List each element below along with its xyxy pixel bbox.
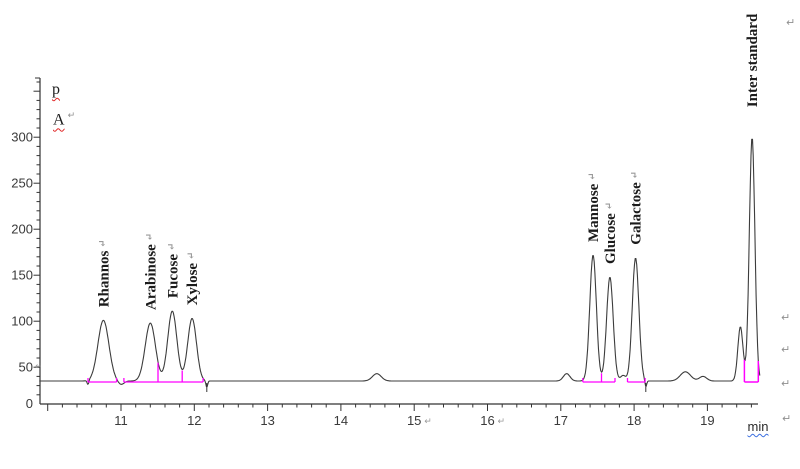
x-axis-unit-label: min bbox=[747, 419, 769, 434]
x-tick-label: 18 bbox=[627, 413, 641, 428]
return-mark-icon: ↵ bbox=[35, 361, 43, 371]
signal-trace bbox=[39, 138, 761, 388]
return-mark-icon: ↵ bbox=[97, 239, 108, 247]
return-mark-icon: ↵ bbox=[786, 16, 796, 29]
peak-label-rhannos: Rhannos↵ bbox=[96, 239, 112, 307]
y-tick-label: 50 bbox=[19, 360, 33, 375]
return-mark-icon: ↵ bbox=[144, 233, 155, 241]
x-tick-label: 11 bbox=[114, 413, 128, 428]
peak-label-fucose: Fucose↵ bbox=[165, 243, 181, 299]
return-mark-icon: ↵ bbox=[498, 416, 506, 426]
x-tick-label: 16 bbox=[480, 413, 494, 428]
peak-label-galactose: Galactose↵ bbox=[629, 171, 645, 245]
x-tick-label: 17 bbox=[554, 413, 568, 428]
peak-label-xylose: Xylose↵ bbox=[185, 252, 201, 306]
peak-label-mannose: Mannose↵ bbox=[586, 172, 602, 242]
return-mark-icon: ↵ bbox=[781, 311, 791, 324]
x-tick-label: 12 bbox=[187, 413, 201, 428]
return-mark-icon: ↵ bbox=[186, 252, 197, 260]
peak-label-inter-standard: Inter standard bbox=[745, 13, 761, 107]
x-tick-label: 15 bbox=[407, 413, 421, 428]
return-mark-icon: ↵ bbox=[587, 172, 598, 180]
y-tick-label: 250 bbox=[11, 176, 33, 191]
y-tick-label: 200 bbox=[11, 222, 33, 237]
y-tick-label: 0 bbox=[26, 396, 33, 411]
x-tick-label: 13 bbox=[260, 413, 274, 428]
return-mark-icon: ↵ bbox=[67, 111, 76, 121]
y-tick-label: 150 bbox=[11, 268, 33, 283]
y-axis-unit-p: p bbox=[52, 82, 60, 98]
return-mark-icon: ↵ bbox=[604, 202, 615, 210]
y-tick-label: 100 bbox=[11, 314, 33, 329]
y-axis-unit-a: A ↵ bbox=[53, 112, 75, 128]
y-tick-label: 300 bbox=[11, 130, 33, 145]
return-mark-icon: ↵ bbox=[166, 243, 177, 251]
x-tick-label: 19 bbox=[700, 413, 714, 428]
return-mark-icon: ↵ bbox=[781, 377, 791, 390]
peak-label-arabinose: Arabinose↵ bbox=[143, 233, 159, 310]
return-mark-icon: ↵ bbox=[781, 343, 791, 356]
return-mark-icon: ↵ bbox=[424, 416, 432, 426]
return-mark-icon: ↵ bbox=[782, 412, 792, 425]
peak-label-glucose: Glucose↵ bbox=[603, 202, 619, 264]
unit-letter-p: p bbox=[52, 81, 60, 98]
x-tick-label: 14 bbox=[334, 413, 348, 428]
return-mark-icon: ↵ bbox=[630, 171, 641, 179]
unit-letter-a: A bbox=[53, 111, 65, 129]
